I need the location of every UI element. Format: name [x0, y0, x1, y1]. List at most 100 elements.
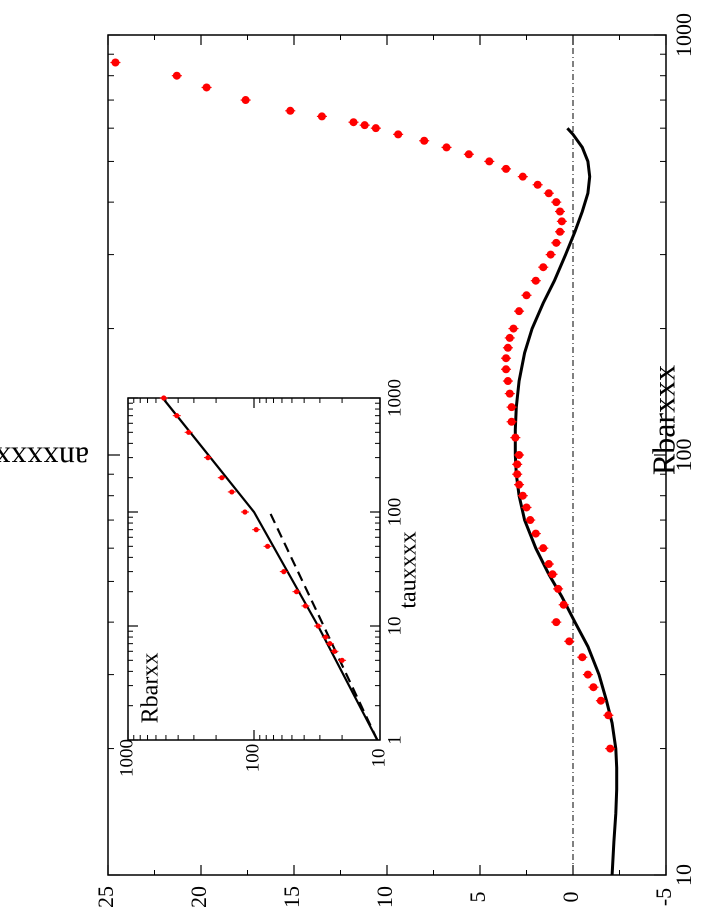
inset-data-point: [219, 475, 225, 481]
inset-x-tick-label: 10: [384, 617, 405, 636]
main-data-point: [172, 71, 181, 80]
main-data-point: [202, 83, 211, 92]
main-data-point: [531, 529, 540, 538]
main-data-point: [589, 683, 598, 692]
inset-plot: 1 10 100 1000 10 100 1000 tauxxxx Rbarxx: [116, 379, 421, 777]
main-data-point: [544, 560, 553, 569]
inset-data-point: [229, 489, 235, 495]
main-data-point: [442, 143, 451, 152]
main-data-point: [111, 58, 120, 67]
main-data-point: [559, 600, 568, 609]
main-data-point: [241, 96, 250, 105]
main-data-point: [286, 106, 295, 115]
main-x-tick-label: 100: [671, 439, 696, 472]
inset-data-point: [174, 413, 180, 419]
main-data-point: [552, 198, 561, 207]
inset-data-point: [186, 429, 192, 435]
main-data-point: [539, 544, 548, 553]
main-x-axis-title: Rbarxxx: [645, 365, 681, 475]
inset-data-point: [205, 455, 211, 461]
main-data-point: [533, 180, 542, 189]
main-data-point: [546, 250, 555, 259]
main-data-point: [565, 637, 574, 646]
main-data-point: [502, 354, 511, 363]
main-y-tick-label: 10: [372, 886, 397, 908]
main-data-point: [552, 618, 561, 627]
main-data-point: [503, 343, 512, 352]
main-data-point: [555, 227, 564, 236]
main-data-point: [394, 130, 403, 139]
main-x-tick-label: 10: [671, 864, 696, 886]
main-data-point: [518, 172, 527, 181]
main-data-point: [557, 217, 566, 226]
main-data-point: [606, 744, 615, 753]
main-plot: -5 0 5 10 15 20 25 10 100 1000 Rbarxxx anxxxx: [0, 13, 696, 908]
inset-y-tick-label: 100: [242, 744, 263, 773]
main-data-point: [317, 112, 326, 121]
main-data-point: [578, 653, 587, 662]
inset-data-point: [253, 527, 259, 533]
main-data-point: [522, 291, 531, 300]
main-data-point: [522, 503, 531, 512]
main-data-point: [502, 164, 511, 173]
main-data-point: [420, 136, 429, 145]
main-y-tick-label: 5: [465, 892, 490, 903]
main-y-tick-label: -5: [651, 888, 676, 906]
main-data-point: [539, 263, 548, 272]
inset-data-point: [293, 589, 300, 595]
main-data-point: [464, 150, 473, 159]
main-data-point: [371, 124, 380, 133]
inset-x-tick-label: 1000: [384, 379, 405, 417]
main-data-point: [531, 276, 540, 285]
main-data-point: [515, 480, 524, 489]
main-data-point: [552, 238, 561, 247]
inset-data-point: [161, 395, 167, 401]
inset-data-point: [242, 509, 248, 515]
inset-data-point: [264, 543, 271, 549]
main-data-point: [511, 433, 520, 442]
inset-data-point: [327, 641, 333, 647]
inset-dashed-line: [268, 511, 379, 741]
main-data-point: [485, 157, 494, 166]
inset-data-point: [323, 634, 329, 640]
main-data-point: [583, 670, 592, 679]
inset-x-axis-title: tauxxxx: [396, 531, 422, 608]
main-data-point: [507, 403, 516, 412]
inset-plot-frame: [127, 397, 381, 741]
main-data-point: [360, 121, 369, 130]
main-fit-curve: [513, 127, 619, 876]
main-y-tick-label: 20: [186, 886, 211, 908]
main-data-point: [518, 491, 527, 500]
main-data-point: [503, 377, 512, 386]
inset-x-tick-label: 1: [384, 735, 405, 745]
main-data-point: [349, 118, 358, 127]
main-data-point: [515, 451, 524, 459]
inset-data-point: [315, 623, 321, 629]
main-data-point: [515, 307, 524, 316]
inset-y-tick-label: 10: [368, 749, 389, 768]
main-data-point: [513, 470, 522, 479]
main-data-point: [544, 189, 553, 198]
inset-x-tick-label: 100: [384, 498, 405, 527]
main-data-point: [554, 584, 563, 593]
main-x-tick-label: 1000: [671, 13, 696, 57]
main-data-point: [596, 696, 605, 705]
inset-y-tick-label: 1000: [116, 739, 137, 777]
inset-data-point: [331, 648, 338, 654]
inset-y-axis-title: Rbarxx: [138, 653, 164, 724]
main-data-point: [555, 207, 564, 216]
main-y-tick-label: 15: [279, 886, 304, 908]
main-y-tick-label: 25: [93, 886, 118, 908]
inset-fit-line: [161, 397, 379, 741]
inset-data-point: [339, 657, 345, 663]
main-data-point: [513, 460, 522, 469]
main-data-point: [502, 365, 511, 374]
main-y-tick-label: 0: [558, 892, 583, 903]
main-data-point: [509, 324, 518, 333]
main-data-point: [505, 333, 514, 342]
inset-data-point: [302, 603, 309, 609]
main-data-point: [604, 711, 613, 720]
main-data-point: [548, 570, 557, 579]
inset-data-point: [281, 569, 287, 575]
